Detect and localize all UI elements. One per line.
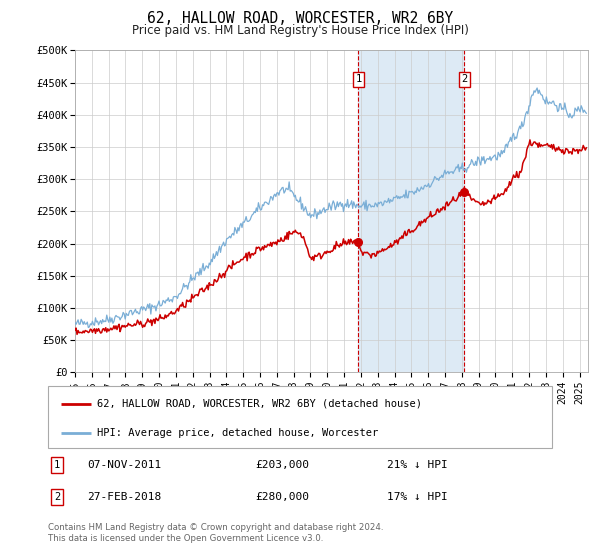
Text: Contains HM Land Registry data © Crown copyright and database right 2024.: Contains HM Land Registry data © Crown c… bbox=[48, 523, 383, 532]
Text: 1: 1 bbox=[355, 74, 362, 85]
Text: 21% ↓ HPI: 21% ↓ HPI bbox=[387, 460, 448, 470]
Text: 1: 1 bbox=[54, 460, 60, 470]
Text: 62, HALLOW ROAD, WORCESTER, WR2 6BY (detached house): 62, HALLOW ROAD, WORCESTER, WR2 6BY (det… bbox=[97, 399, 422, 409]
Text: 17% ↓ HPI: 17% ↓ HPI bbox=[387, 492, 448, 502]
Text: 2: 2 bbox=[54, 492, 60, 502]
Text: 2: 2 bbox=[461, 74, 467, 85]
Text: This data is licensed under the Open Government Licence v3.0.: This data is licensed under the Open Gov… bbox=[48, 534, 323, 543]
Text: £280,000: £280,000 bbox=[255, 492, 309, 502]
Text: 62, HALLOW ROAD, WORCESTER, WR2 6BY: 62, HALLOW ROAD, WORCESTER, WR2 6BY bbox=[147, 11, 453, 26]
Text: £203,000: £203,000 bbox=[255, 460, 309, 470]
FancyBboxPatch shape bbox=[48, 386, 552, 448]
Bar bbox=[358, 50, 464, 372]
Text: Price paid vs. HM Land Registry's House Price Index (HPI): Price paid vs. HM Land Registry's House … bbox=[131, 24, 469, 36]
Text: 07-NOV-2011: 07-NOV-2011 bbox=[87, 460, 161, 470]
Text: 27-FEB-2018: 27-FEB-2018 bbox=[87, 492, 161, 502]
Text: HPI: Average price, detached house, Worcester: HPI: Average price, detached house, Worc… bbox=[97, 428, 379, 437]
